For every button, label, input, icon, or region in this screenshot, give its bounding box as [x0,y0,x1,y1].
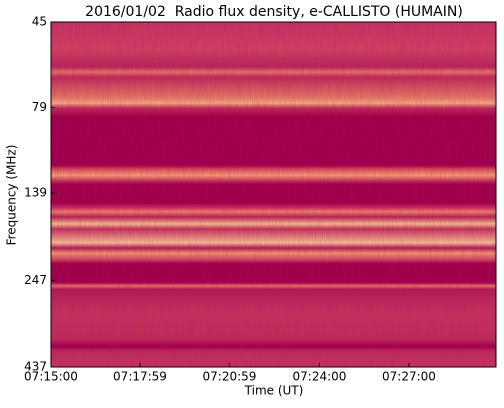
y-axis-label: Frequency (MHz) [5,145,19,246]
x-axis-label: Time (UT) [244,384,304,398]
x-tick-label: 07:24:00 [293,370,347,384]
x-tick-label: 07:17:59 [113,370,167,384]
y-tick-label: 79 [32,100,47,114]
y-tick-label: 247 [24,273,47,287]
plot-frame [50,21,497,368]
x-tick-label: 07:15:00 [24,370,78,384]
x-tick-label: 07:27:00 [382,370,436,384]
spectrogram-texture [51,22,496,367]
y-tick-label: 45 [32,15,47,29]
y-tick-label: 139 [24,186,47,200]
x-tick-label: 07:20:59 [203,370,257,384]
y-tick-label: 437 [24,360,47,374]
chart-title: 2016/01/02 Radio flux density, e-CALLIST… [85,4,463,20]
